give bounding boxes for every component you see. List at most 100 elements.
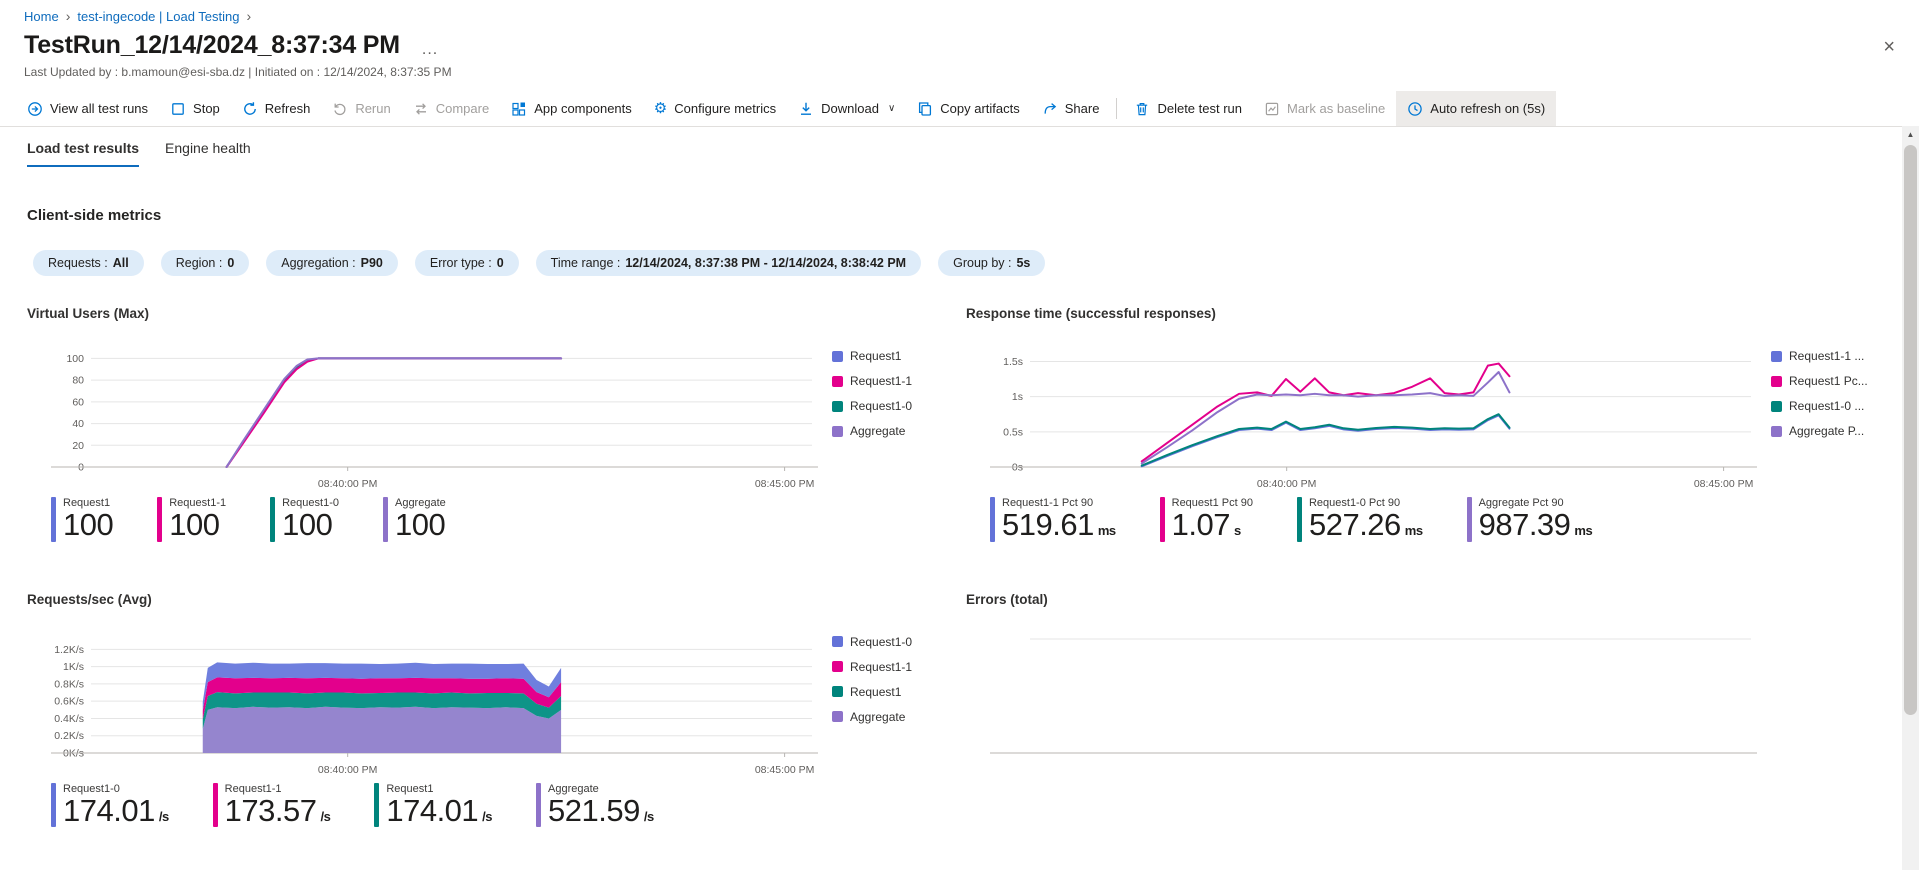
compare-button: Compare — [402, 91, 500, 126]
legend-item[interactable]: Request1-1 ... — [1771, 349, 1889, 363]
clock-icon — [1407, 101, 1423, 117]
arrow-circle-icon — [27, 101, 43, 117]
more-options-button[interactable]: ... — [421, 41, 439, 58]
stat-unit: /s — [643, 808, 654, 824]
legend-label: Request1-0 ... — [1789, 399, 1865, 413]
legend-swatch — [832, 350, 843, 362]
legend-item[interactable]: Aggregate — [832, 424, 950, 438]
stop-button[interactable]: Stop — [159, 91, 231, 126]
svg-text:08:45:00 PM: 08:45:00 PM — [755, 764, 815, 776]
button-label: Rerun — [355, 101, 391, 116]
filter-requests[interactable]: Requests : All — [33, 250, 144, 276]
filter-group-by[interactable]: Group by : 5s — [938, 250, 1046, 276]
legend-item[interactable]: Request1-1 — [832, 374, 950, 388]
stat-label: Aggregate Pct 90 — [1478, 497, 1564, 509]
chart-title: Errors (total) — [966, 591, 1048, 607]
chart-requests-per-sec: Requests/sec (Avg) 1.2K/s 1K/s 0.8K/s 0.6K/… — [27, 592, 950, 828]
breadcrumb-home[interactable]: Home — [24, 8, 59, 24]
button-label: Delete test run — [1157, 101, 1242, 116]
filter-value: All — [112, 256, 129, 270]
download-icon — [798, 101, 814, 117]
svg-text:0.2K/s: 0.2K/s — [54, 730, 84, 742]
metric-stat: Request1-0 174.01/s — [51, 782, 169, 828]
legend-item[interactable]: Request1-1 — [832, 660, 950, 674]
auto-refresh-button[interactable]: Auto refresh on (5s) — [1396, 91, 1557, 126]
svg-text:1.5s: 1.5s — [1003, 356, 1023, 368]
share-button[interactable]: Share — [1031, 91, 1111, 126]
app-components-icon — [511, 101, 527, 117]
filter-time-range[interactable]: Time range : 12/14/2024, 8:37:38 PM - 12/… — [535, 250, 922, 276]
scrollbar-thumb[interactable] — [1904, 145, 1917, 715]
svg-text:80: 80 — [72, 375, 84, 387]
chart-virtual-users: Virtual Users (Max) 10080604020008:40:00… — [27, 306, 950, 542]
close-button[interactable]: × — [1883, 36, 1895, 58]
svg-text:100: 100 — [66, 353, 84, 365]
filter-error-type[interactable]: Error type : 0 — [414, 250, 519, 276]
legend-swatch — [1771, 375, 1782, 387]
button-label: View all test runs — [50, 101, 149, 116]
stat-value: 100 — [394, 507, 446, 542]
baseline-chart-icon — [1264, 101, 1280, 117]
svg-text:60: 60 — [72, 396, 84, 408]
legend-item[interactable]: Aggregate — [832, 710, 950, 724]
legend-item[interactable]: Request1-0 ... — [1771, 399, 1889, 413]
breadcrumb-load-testing[interactable]: test-ingecode | Load Testing — [77, 8, 240, 24]
legend-item[interactable]: Aggregate P... — [1771, 424, 1889, 438]
filter-label: Requests : — [48, 256, 108, 270]
svg-text:08:45:00 PM: 08:45:00 PM — [1694, 478, 1754, 490]
errors-plot — [990, 638, 1757, 754]
legend-swatch — [1771, 400, 1782, 412]
metric-stat: Request1 174.01/s — [374, 782, 493, 828]
breadcrumb-separator: › — [246, 8, 252, 24]
rerun-icon — [332, 101, 348, 117]
stat-unit: ms — [1097, 523, 1116, 538]
legend-swatch — [832, 375, 843, 387]
metric-stat: Request1 Pct 90 1.07 s — [1159, 497, 1253, 542]
legend-item[interactable]: Request1 Pc... — [1771, 374, 1889, 388]
view-all-test-runs-button[interactable]: View all test runs — [16, 91, 159, 126]
tab-engine-health[interactable]: Engine health — [165, 140, 251, 156]
stat-color-bar — [157, 497, 163, 542]
download-button[interactable]: Download ∨ — [787, 91, 906, 126]
legend-label: Request1-0 — [850, 399, 913, 413]
svg-text:1K/s: 1K/s — [63, 661, 84, 673]
compare-icon — [413, 101, 429, 117]
trash-icon — [1134, 101, 1150, 117]
button-label: Stop — [193, 101, 220, 116]
errors-legend — [1761, 631, 1889, 635]
app-components-button[interactable]: App components — [500, 91, 643, 126]
scrollbar-up-arrow[interactable]: ▲ — [1906, 130, 1915, 139]
stat-value: 174.01/s — [386, 792, 493, 828]
chart-title: Requests/sec (Avg) — [27, 591, 152, 607]
legend-item[interactable]: Request1 — [832, 685, 950, 699]
vertical-scrollbar[interactable]: ▲ — [1902, 126, 1919, 870]
tab-load-test-results[interactable]: Load test results — [27, 140, 140, 167]
stat-value: 521.59/s — [548, 792, 654, 828]
stat-unit: /s — [158, 808, 169, 824]
filter-region[interactable]: Region : 0 — [160, 250, 250, 276]
copy-artifacts-button[interactable]: Copy artifacts — [906, 91, 1030, 126]
filter-aggregation[interactable]: Aggregation : P90 — [266, 250, 398, 276]
delete-test-run-button[interactable]: Delete test run — [1123, 91, 1253, 126]
stat-color-bar — [374, 782, 380, 828]
legend-item[interactable]: Request1-0 — [832, 635, 950, 649]
response-time-stats: Request1-1 Pct 90 519.61 ms Request1 Pct 90… — [966, 497, 1889, 542]
metric-stat: Request1-1 173.57/s — [212, 782, 331, 828]
configure-metrics-button[interactable]: ⚙ Configure metrics — [643, 91, 787, 126]
stat-color-bar — [212, 782, 218, 828]
legend-item[interactable]: Request1-0 — [832, 399, 950, 413]
metric-stat: Aggregate Pct 90 987.39 ms — [1466, 497, 1593, 542]
stat-label: Request1 — [386, 782, 434, 795]
refresh-button[interactable]: Refresh — [231, 91, 322, 126]
svg-text:1s: 1s — [1012, 391, 1023, 403]
stat-label: Aggregate — [548, 782, 599, 795]
legend-item[interactable]: Request1 — [832, 349, 950, 363]
stat-label: Request1-1 — [169, 497, 227, 509]
legend-label: Aggregate P... — [1789, 424, 1865, 438]
filter-label: Time range : — [550, 256, 621, 270]
charts-grid: Virtual Users (Max) 10080604020008:40:00… — [27, 306, 1889, 828]
breadcrumb: Home › test-ingecode | Load Testing › — [0, 0, 1919, 24]
legend-swatch — [1771, 425, 1782, 437]
stat-value: 100 — [282, 507, 333, 542]
